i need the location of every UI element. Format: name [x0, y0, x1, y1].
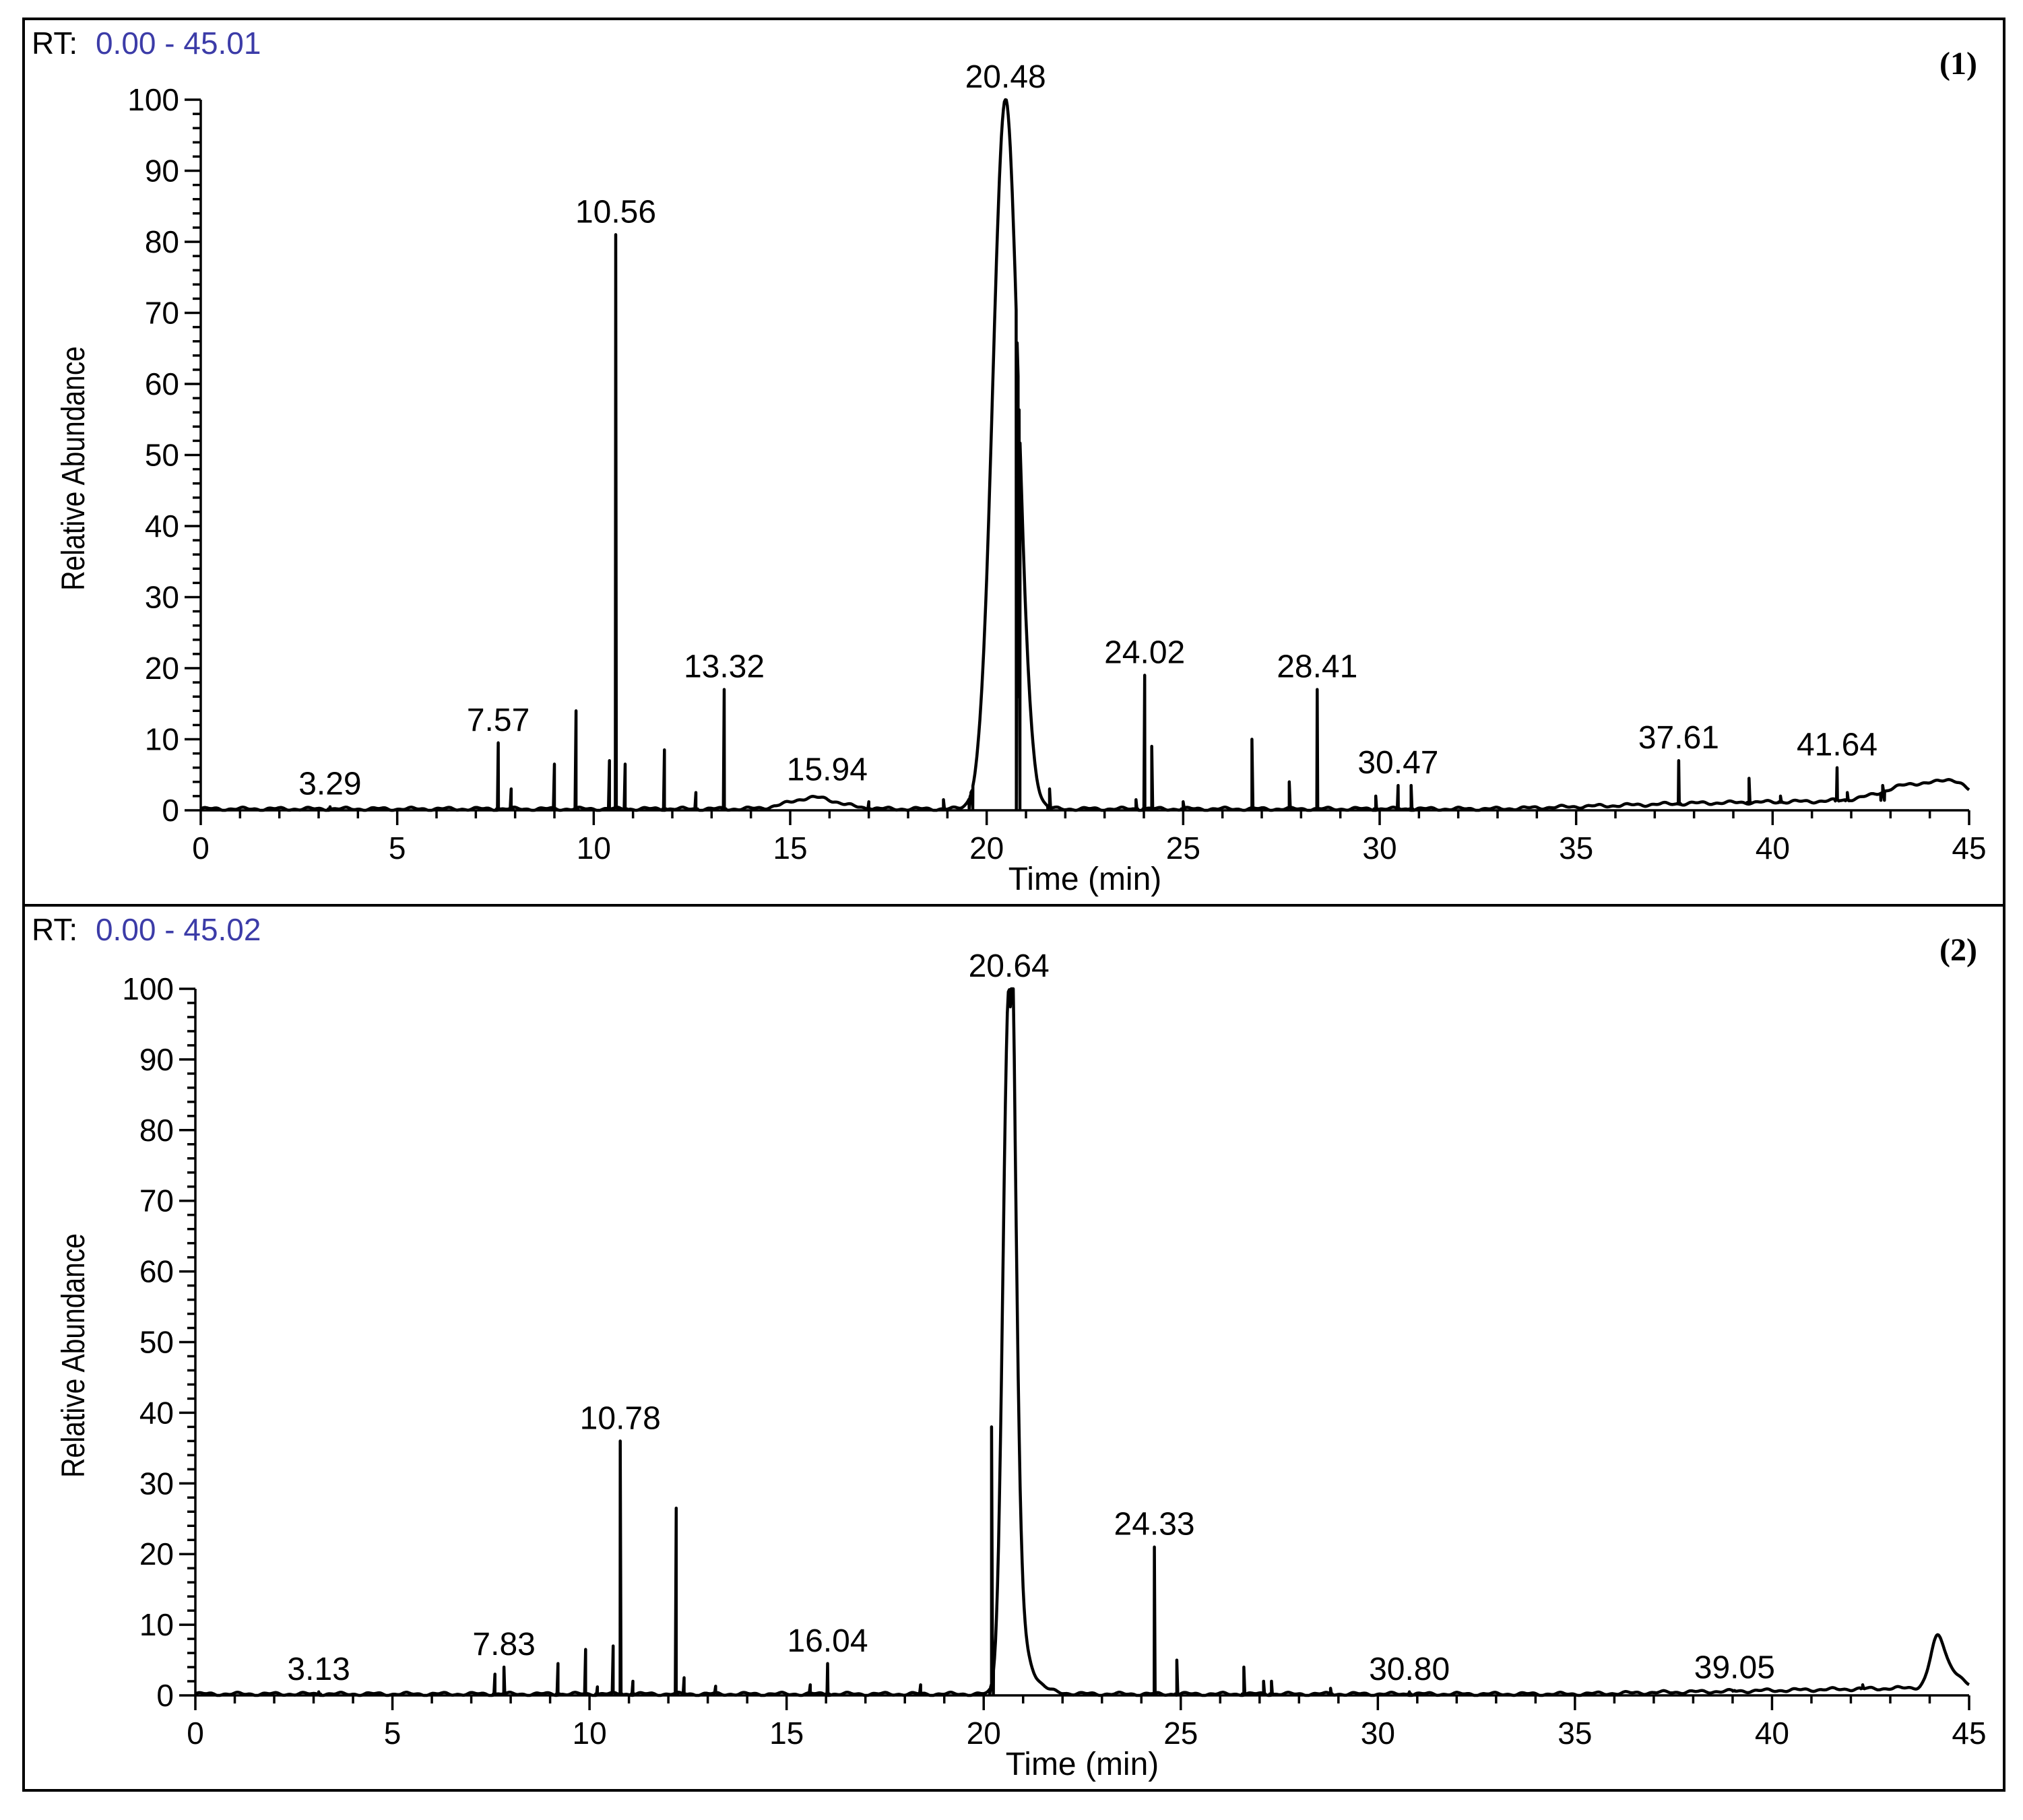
x-axis-title: Time (min) [1008, 862, 1162, 897]
y-tick-label: 0 [162, 793, 179, 828]
peak-label: 39.05 [1694, 1650, 1775, 1686]
x-tick-label: 10 [573, 1716, 607, 1751]
y-tick-label: 100 [122, 971, 174, 1006]
y-tick-label: 40 [139, 1395, 174, 1430]
x-tick-label: 30 [1361, 1716, 1395, 1751]
y-tick-label: 90 [139, 1042, 174, 1077]
y-tick-label: 60 [145, 366, 179, 401]
y-tick-label: 20 [139, 1536, 174, 1571]
x-tick-label: 40 [1756, 831, 1790, 866]
y-axis-title: Relative Abundance [56, 346, 92, 591]
y-tick-label: 80 [145, 224, 179, 259]
x-tick-label: 0 [187, 1716, 204, 1751]
peak-label: 13.32 [684, 649, 765, 685]
rt-range: 0.00 - 45.01 [96, 26, 261, 61]
rt-prefix: RT: [32, 912, 86, 947]
chart-panel-2: RT: 0.00 - 45.02(2)010203040506070809010… [24, 905, 2004, 1790]
y-tick-label: 10 [139, 1607, 174, 1642]
peak-label: 10.56 [575, 194, 656, 230]
x-tick-label: 15 [773, 831, 807, 866]
y-tick-label: 50 [145, 438, 179, 473]
peak-label: 24.33 [1114, 1507, 1195, 1542]
x-tick-label: 35 [1558, 1716, 1592, 1751]
peak-label: 15.94 [787, 752, 868, 788]
rt-header: RT: 0.00 - 45.02 [32, 912, 261, 947]
y-tick-label: 10 [145, 722, 179, 757]
peak-label: 28.41 [1277, 649, 1357, 685]
x-tick-label: 10 [577, 831, 611, 866]
rt-header: RT: 0.00 - 45.01 [32, 26, 261, 61]
x-tick-label: 25 [1166, 831, 1200, 866]
peak-label: 20.48 [965, 59, 1046, 95]
chromatogram-trace [195, 989, 1969, 1695]
peak-label: 20.64 [969, 948, 1050, 984]
y-tick-label: 40 [145, 509, 179, 544]
x-tick-label: 15 [769, 1716, 804, 1751]
peak-label: 30.80 [1369, 1652, 1450, 1687]
x-tick-label: 0 [192, 831, 210, 866]
panel-label: (2) [1939, 932, 1977, 968]
y-tick-label: 90 [145, 154, 179, 189]
peak-label: 7.83 [472, 1627, 535, 1662]
y-tick-label: 0 [156, 1678, 174, 1713]
y-axis-title: Relative Abundance [56, 1233, 92, 1478]
y-tick-label: 30 [139, 1466, 174, 1501]
y-tick-label: 100 [127, 82, 179, 117]
rt-prefix: RT: [32, 26, 86, 61]
rt-range: 0.00 - 45.02 [96, 912, 261, 947]
y-tick-label: 60 [139, 1254, 174, 1289]
peak-label: 3.29 [298, 767, 361, 802]
peak-label: 41.64 [1797, 727, 1877, 763]
y-tick-label: 80 [139, 1113, 174, 1148]
x-tick-label: 5 [384, 1716, 402, 1751]
x-tick-label: 45 [1952, 1716, 1986, 1751]
peak-label: 37.61 [1638, 720, 1719, 756]
y-tick-label: 20 [145, 651, 179, 686]
x-tick-label: 45 [1952, 831, 1986, 866]
y-tick-label: 30 [145, 580, 179, 615]
peak-label: 10.78 [580, 1400, 661, 1436]
x-tick-label: 25 [1163, 1716, 1198, 1751]
chart-panel-1: RT: 0.00 - 45.01(1)010203040506070809010… [24, 19, 2004, 905]
peak-label: 24.02 [1104, 635, 1185, 671]
peak-label: 7.57 [467, 703, 529, 738]
x-tick-label: 20 [967, 1716, 1001, 1751]
peak-label: 3.13 [287, 1652, 350, 1687]
y-tick-label: 70 [139, 1183, 174, 1218]
chromatogram-trace [201, 100, 1969, 810]
peak-label: 30.47 [1357, 745, 1438, 781]
y-tick-label: 70 [145, 296, 179, 331]
panel-label: (1) [1939, 46, 1977, 82]
x-axis-title: Time (min) [1006, 1747, 1159, 1782]
x-tick-label: 20 [969, 831, 1004, 866]
x-tick-label: 40 [1755, 1716, 1789, 1751]
x-tick-label: 35 [1559, 831, 1593, 866]
x-tick-label: 5 [389, 831, 406, 866]
x-tick-label: 30 [1362, 831, 1396, 866]
y-tick-label: 50 [139, 1325, 174, 1360]
peak-label: 16.04 [787, 1623, 868, 1659]
